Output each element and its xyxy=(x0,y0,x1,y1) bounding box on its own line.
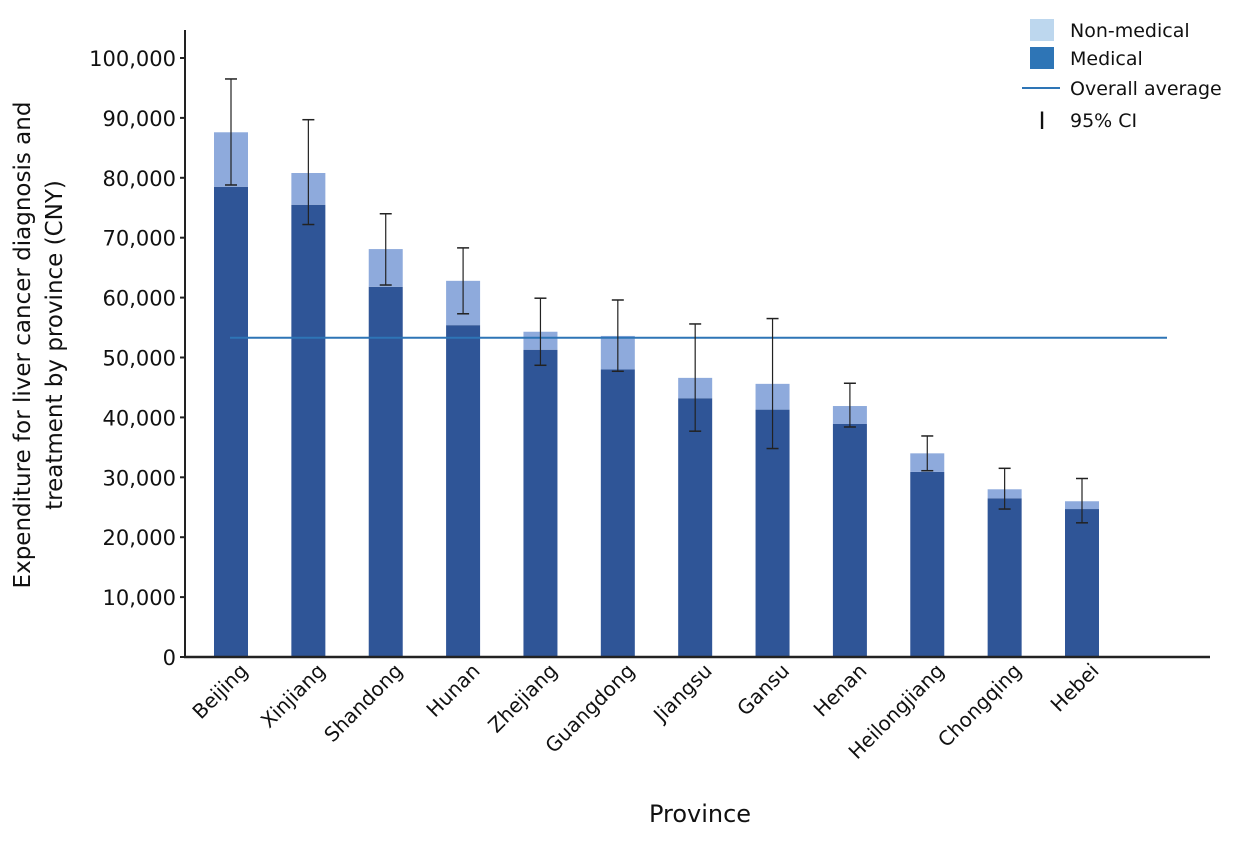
x-tick-label: Beijing xyxy=(187,659,252,724)
bar-medical-henan xyxy=(832,423,867,657)
error-bar-chongqing xyxy=(998,467,1011,510)
x-tick-label: Henan xyxy=(809,659,872,722)
bar-medical-xinjiang xyxy=(291,204,326,657)
y-tick-label: 90,000 xyxy=(103,107,176,131)
y-axis-title-line-1: Expenditure for liver cancer diagnosis a… xyxy=(10,102,36,589)
error-bar-zhejiang xyxy=(534,297,547,367)
x-tick-label: Gansu xyxy=(732,659,794,721)
legend-item-overall-average: Overall average xyxy=(1022,78,1222,100)
legend-ci-icon: I xyxy=(1038,107,1045,135)
y-tick-label: 50,000 xyxy=(103,347,176,371)
legend-swatch xyxy=(1030,19,1054,41)
legend-label: Medical xyxy=(1070,48,1143,70)
error-bar-henan xyxy=(843,382,856,428)
error-bar-shandong xyxy=(379,212,392,286)
x-tick-label: Zhejiang xyxy=(483,659,562,738)
bar-medical-gansu xyxy=(755,409,790,657)
y-tick-label: 0 xyxy=(163,646,176,670)
legend-item-non-medical: Non-medical xyxy=(1030,19,1190,42)
bar-medical-heilongjiang xyxy=(910,471,945,657)
x-tick-label: Xinjiang xyxy=(256,659,330,733)
bar-medical-zhejiang xyxy=(523,349,558,657)
bar-medical-shandong xyxy=(368,286,403,657)
error-bar-hunan xyxy=(457,247,470,315)
y-tick-label: 100,000 xyxy=(89,47,176,71)
y-tick-label: 30,000 xyxy=(103,466,176,490)
legend-swatch xyxy=(1030,47,1054,69)
y-tick-label: 60,000 xyxy=(103,287,176,311)
error-bar-beijing xyxy=(225,78,237,186)
y-axis-title-line-2: treatment by province (CNY) xyxy=(42,180,68,510)
error-bar-xinjiang xyxy=(302,118,315,226)
legend-label: 95% CI xyxy=(1070,110,1137,132)
error-bar-heilongjiang xyxy=(921,435,934,472)
legend-item-medical: Medical xyxy=(1030,47,1143,70)
y-tick-label: 40,000 xyxy=(103,406,176,430)
error-bar-gansu xyxy=(766,317,779,450)
error-bar-jiangsu xyxy=(689,323,702,432)
y-tick-label: 10,000 xyxy=(103,586,176,610)
legend-item-95-ci: I 95% CI xyxy=(1038,107,1137,135)
bar-medical-guangdong xyxy=(600,369,635,657)
x-tick-label: Shandong xyxy=(319,659,407,747)
bar-medical-beijing xyxy=(214,186,248,657)
bar-medical-chongqing xyxy=(987,498,1022,657)
x-tick-label: Hebei xyxy=(1046,659,1104,717)
x-tick-label: Chongqing xyxy=(933,659,1026,752)
x-tick-label: Hunan xyxy=(421,659,484,722)
bar-medical-hebei xyxy=(1065,509,1099,657)
error-bar-guangdong xyxy=(611,299,624,373)
y-tick-label: 20,000 xyxy=(103,526,176,550)
y-tick-label: 70,000 xyxy=(103,227,176,251)
x-tick-label: Jiangsu xyxy=(647,659,716,728)
legend-label: Non-medical xyxy=(1070,20,1190,42)
bar-medical-hunan xyxy=(446,325,481,657)
error-bar-hebei xyxy=(1076,477,1088,524)
x-axis-title: Province xyxy=(649,800,751,828)
y-axis-title: Expenditure for liver cancer diagnosis a… xyxy=(10,102,68,589)
legend-label: Overall average xyxy=(1070,78,1222,100)
bar-medical-jiangsu xyxy=(678,398,713,657)
y-tick-label: 80,000 xyxy=(103,167,176,191)
legend: Non-medical Medical Overall average I 95% CI xyxy=(1022,19,1222,135)
